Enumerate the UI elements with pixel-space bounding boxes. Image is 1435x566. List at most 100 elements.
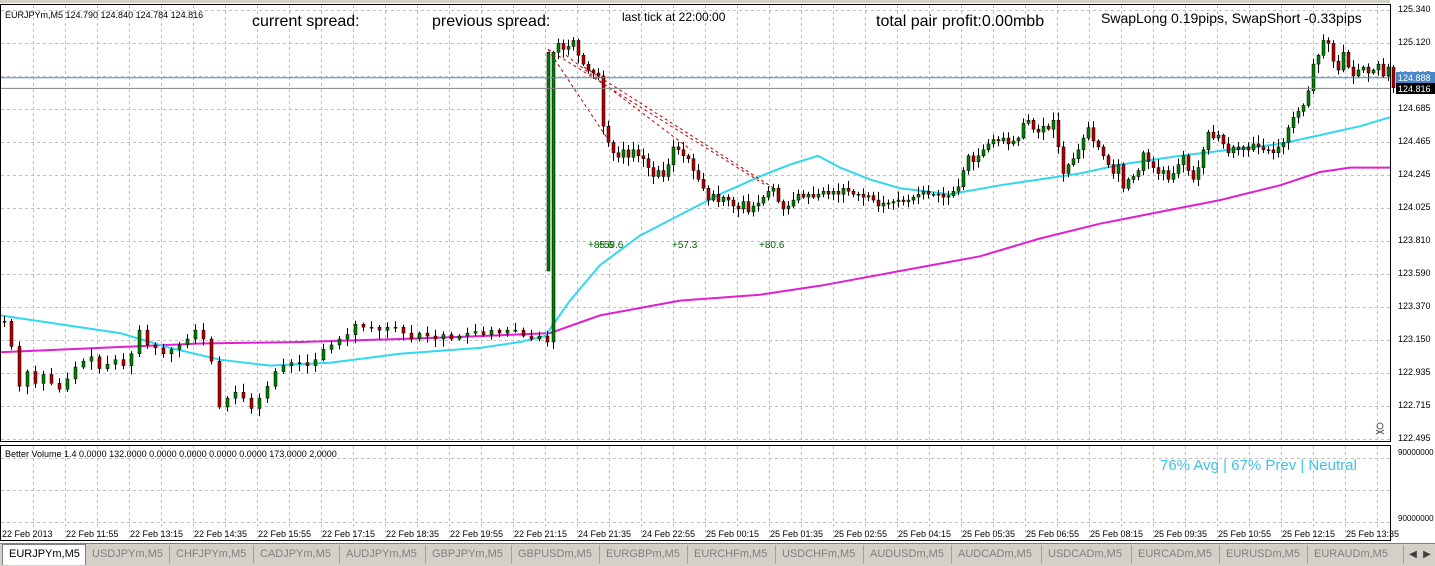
- bear-candle: [529, 335, 534, 340]
- tab-usdchfm-m5[interactable]: USDCHFm,M5: [776, 545, 864, 564]
- time-tick: 25 Feb 05:35: [962, 529, 1015, 539]
- bull-candle: [337, 338, 342, 346]
- bear-candle: [676, 146, 681, 151]
- bull-candle: [1026, 120, 1031, 124]
- bid-price-tag: [1396, 83, 1435, 94]
- bull-candle: [656, 170, 661, 177]
- bull-candle: [65, 378, 70, 390]
- bull-candle: [1116, 164, 1121, 174]
- trade-line: [547, 49, 610, 142]
- bear-candle: [781, 201, 786, 210]
- bull-candle: [73, 366, 78, 380]
- bear-candle: [861, 193, 866, 198]
- total-profit: total pair profit:0.00mbb: [876, 13, 1044, 30]
- bull-candle: [991, 139, 996, 145]
- time-tick: 24 Feb 21:35: [578, 529, 631, 539]
- bull-candle: [956, 186, 961, 192]
- bull-candle: [1371, 69, 1376, 74]
- bull-candle: [1021, 122, 1026, 139]
- tab-eurcadm-m5[interactable]: EURCADm,M5: [1132, 545, 1220, 564]
- bull-candle: [353, 323, 358, 335]
- bull-candle: [866, 195, 871, 198]
- bear-candle: [641, 155, 646, 159]
- time-tick: 22 Feb 13:15: [130, 529, 183, 539]
- tab-audusdm-m5[interactable]: AUDUSDm,M5: [864, 545, 952, 564]
- bull-candle: [911, 196, 916, 201]
- tab-audjpym-m5[interactable]: AUDJPYm,M5: [340, 545, 426, 564]
- time-tick: 25 Feb 08:15: [1090, 529, 1143, 539]
- bull-candle: [193, 329, 198, 340]
- bear-candle: [1261, 146, 1266, 151]
- tab-gbpjpym-m5[interactable]: GBPJPYm,M5: [426, 545, 512, 564]
- bear-candle: [596, 72, 601, 77]
- time-tick: 25 Feb 04:15: [898, 529, 951, 539]
- symbol-tab-bar: EURJPYm,M5 USDJPYm,M5 CHFJPYm,M5 CADJPYm…: [0, 543, 1435, 566]
- tab-gbpusdm-m5[interactable]: GBPUSDm,M5: [512, 545, 600, 564]
- bull-candle: [345, 334, 350, 340]
- bull-candle: [1136, 170, 1141, 177]
- bear-candle: [726, 196, 731, 201]
- bear-candle: [926, 190, 931, 195]
- trade-profit-label: +59.6: [598, 240, 624, 251]
- bull-candle: [1266, 149, 1271, 152]
- bear-candle: [145, 329, 150, 346]
- bear-candle: [576, 40, 581, 56]
- price-tick: 122.495: [1398, 433, 1431, 443]
- time-tick: 25 Feb 00:15: [706, 529, 759, 539]
- tab-audcadm-m5[interactable]: AUDCADm,M5: [952, 545, 1042, 564]
- volume-axis-bottom: 90000000: [1398, 514, 1434, 523]
- bull-candle: [321, 349, 326, 360]
- bear-candle: [636, 149, 641, 157]
- bear-candle: [701, 179, 706, 189]
- time-tick: 25 Feb 09:35: [1154, 529, 1207, 539]
- time-tick: 25 Feb 13:35: [1346, 529, 1399, 539]
- tab-usdcadm-m5[interactable]: USDCADm,M5: [1042, 545, 1132, 564]
- bear-candle: [49, 374, 54, 384]
- bear-candle: [901, 199, 906, 202]
- bear-candle: [201, 329, 206, 340]
- time-tick: 25 Feb 06:55: [1026, 529, 1079, 539]
- bear-candle: [801, 193, 806, 198]
- bear-candle: [57, 383, 62, 390]
- tab-eurchfm-m5[interactable]: EURCHFm,M5: [688, 545, 776, 564]
- bear-candle: [1056, 120, 1061, 148]
- trade-lines: [547, 48, 775, 189]
- tab-eurjpym-m5[interactable]: EURJPYm,M5: [2, 544, 86, 565]
- bull-candle: [951, 190, 956, 196]
- tab-euraudm-m5[interactable]: EURAUDm,M5: [1308, 545, 1404, 564]
- tab-eurusdm-m5[interactable]: EURUSDm,M5: [1220, 545, 1308, 564]
- bear-candle: [1331, 43, 1336, 62]
- bull-candle: [621, 149, 626, 158]
- time-tick: 25 Feb 01:35: [770, 529, 823, 539]
- triangle-left-icon[interactable]: ◀: [1409, 549, 1417, 560]
- skull-crossbones-icon: [1375, 422, 1385, 435]
- triangle-right-icon[interactable]: ▶: [1423, 549, 1431, 560]
- bear-candle: [497, 329, 502, 334]
- bull-candle: [1231, 146, 1236, 154]
- bull-candle: [931, 193, 936, 196]
- bear-candle: [1101, 146, 1106, 157]
- bull-candle: [1196, 167, 1201, 180]
- bull-candle: [886, 202, 891, 205]
- bull-candle: [936, 193, 941, 196]
- trade-profit-label: +80.6: [759, 240, 785, 251]
- bear-candle: [545, 335, 550, 343]
- bull-candle: [369, 326, 374, 329]
- tab-usdjpym-m5[interactable]: USDJPYm,M5: [86, 545, 170, 564]
- bull-candle: [891, 201, 896, 204]
- bull-candle: [1376, 63, 1381, 71]
- bull-candle: [856, 193, 861, 196]
- bear-candle: [1211, 131, 1216, 139]
- tab-eurgbpm-m5[interactable]: EURGBPm,M5: [600, 545, 688, 564]
- volume-status: 76% Avg | 67% Prev | Neutral: [1160, 457, 1357, 474]
- tab-cadjpym-m5[interactable]: CADJPYm,M5: [254, 545, 340, 564]
- bull-candle: [1171, 173, 1176, 180]
- time-tick: 25 Feb 12:15: [1282, 529, 1335, 539]
- bull-candle: [1071, 158, 1076, 165]
- tab-chfjpym-m5[interactable]: CHFJPYm,M5: [170, 545, 254, 564]
- bull-candle: [786, 205, 791, 210]
- bull-candle: [417, 332, 422, 340]
- bear-candle: [591, 69, 596, 74]
- time-tick: 22 Feb 2013: [2, 529, 53, 539]
